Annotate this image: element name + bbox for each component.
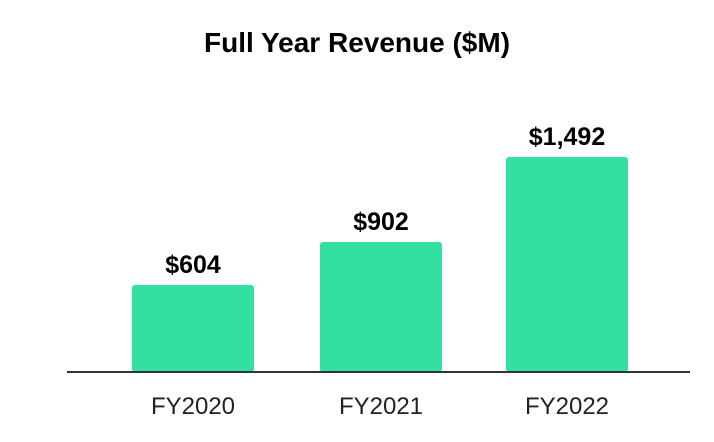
bar-fy2022: [506, 157, 628, 372]
bar-fy2021: [320, 242, 442, 372]
bars-layer: $604 FY2020 $902 FY2021 $1,492 FY2022: [132, 123, 628, 420]
bar-fy2020: [132, 284, 254, 372]
x-tick-label-fy2021: FY2021: [339, 393, 423, 420]
x-tick-label-fy2022: FY2022: [525, 393, 609, 420]
data-label-fy2022: $1,492: [529, 123, 605, 151]
data-label-fy2021: $902: [353, 208, 409, 236]
x-tick-label-fy2020: FY2020: [151, 393, 235, 420]
chart-title: Full Year Revenue ($M): [204, 27, 510, 58]
data-label-fy2020: $604: [165, 251, 221, 279]
